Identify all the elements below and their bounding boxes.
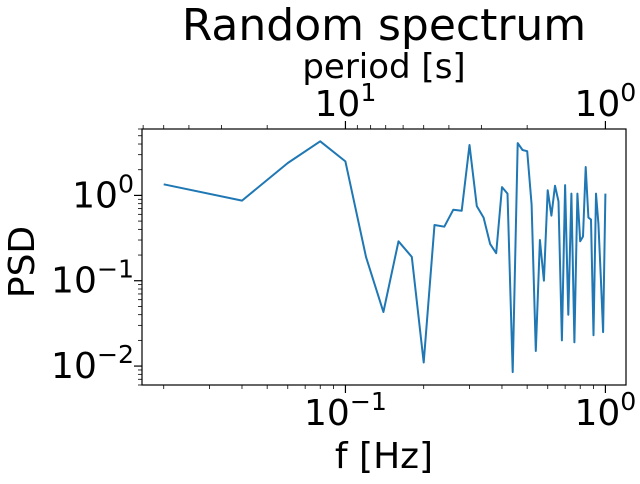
chart-title: Random spectrum <box>182 0 586 51</box>
x-tick-label: 100 <box>574 387 636 434</box>
y-axis-label: PSD <box>2 226 43 298</box>
y-tick-label: 10−1 <box>51 255 134 302</box>
secondary-x-axis-label: period [s] <box>302 47 465 87</box>
top-tick-label: 100 <box>574 78 636 125</box>
x-axis-label: f [Hz] <box>335 436 433 477</box>
psd-series-line <box>163 140 607 374</box>
y-tick-label: 10−2 <box>51 340 134 387</box>
plot-frame <box>141 128 627 386</box>
y-tick-label: 100 <box>72 169 134 216</box>
x-tick-label: 10−1 <box>304 387 387 434</box>
top-tick-label: 101 <box>315 78 377 125</box>
series-layer <box>163 140 607 374</box>
axes: 10−1 100 10−2 10−1 100 101 100 <box>51 78 636 434</box>
